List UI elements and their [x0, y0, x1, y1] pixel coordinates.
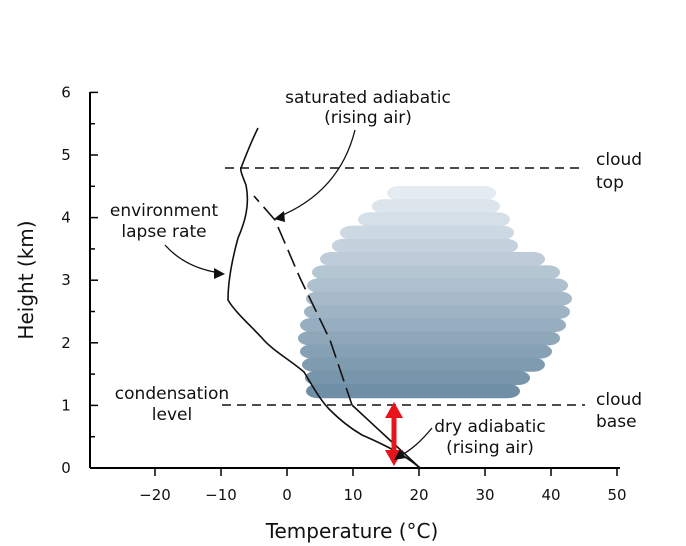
- y-tick-label: 6: [61, 83, 71, 101]
- cloud-band: [387, 186, 496, 201]
- x-ticks: −20 −10 0 10 20 30 40 50: [139, 468, 627, 504]
- saturated-label-2: (rising air): [324, 108, 412, 128]
- cloud-band: [306, 384, 520, 399]
- environment-lapse-rate-curve: [227, 127, 421, 469]
- cloud-band: [306, 291, 572, 306]
- saturated-label-1: saturated adiabatic: [285, 88, 451, 108]
- cloud-band: [304, 304, 570, 319]
- cloud-top-label-1: cloud: [596, 150, 642, 170]
- cloud-band: [340, 225, 514, 240]
- cloud-band: [312, 265, 560, 280]
- environment-label-2: lapse rate: [121, 222, 206, 242]
- x-tick-label: 50: [607, 486, 626, 504]
- condensation-label-1: condensation: [115, 384, 229, 404]
- cloud-band: [300, 344, 552, 359]
- cloud-base-label-1: cloud: [596, 390, 642, 410]
- saturated-pointer-head: [274, 211, 285, 222]
- environment-pointer: [164, 244, 221, 274]
- x-tick-label: −10: [205, 486, 237, 504]
- dry-label-1: dry adiabatic: [434, 417, 546, 437]
- saturated-adiabatic-curve: [253, 195, 353, 406]
- cloud-band: [298, 331, 560, 346]
- condensation-label-2: level: [152, 405, 192, 425]
- x-axis-label: Temperature (°C): [265, 519, 439, 543]
- y-tick-label: 4: [61, 209, 71, 227]
- saturated-pointer: [277, 129, 356, 218]
- cloud-band: [372, 199, 500, 214]
- y-axis-label: Height (km): [14, 220, 38, 339]
- y-tick-label: 0: [61, 459, 71, 477]
- cloud-base-label-2: base: [596, 412, 637, 432]
- cloud-band: [358, 212, 510, 227]
- cloud-illustration: [298, 186, 572, 399]
- x-tick-label: 40: [541, 486, 560, 504]
- y-tick-label: 1: [61, 396, 71, 414]
- cloud-band: [307, 278, 568, 293]
- x-tick-label: 30: [475, 486, 494, 504]
- dry-pointer-head: [394, 449, 406, 460]
- y-ticks: 0 1 2 3 4 5 6: [61, 83, 98, 477]
- x-tick-label: −20: [139, 486, 171, 504]
- dry-label-2: (rising air): [446, 438, 534, 458]
- y-tick-label: 2: [61, 334, 71, 352]
- cloud-band: [332, 238, 518, 253]
- x-tick-label: 10: [343, 486, 362, 504]
- dry-adiabatic-curve: [351, 404, 421, 469]
- x-tick-label: 20: [409, 486, 428, 504]
- cloud-top-label-2: top: [596, 173, 624, 193]
- y-tick-label: 3: [61, 271, 71, 289]
- cloud-band: [300, 318, 566, 333]
- x-tick-label: 0: [282, 486, 292, 504]
- cloud-band: [305, 370, 530, 385]
- environment-label-1: environment: [110, 201, 219, 221]
- cloud-band: [302, 357, 545, 372]
- cloud-band: [320, 252, 545, 267]
- environment-pointer-head: [214, 268, 225, 279]
- y-tick-label: 5: [61, 146, 71, 164]
